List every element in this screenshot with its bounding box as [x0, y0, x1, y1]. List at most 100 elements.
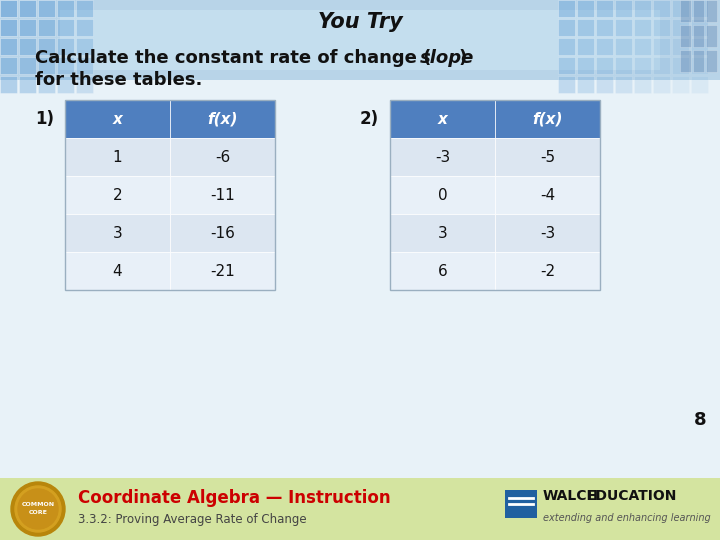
Bar — [634, 38, 651, 55]
Bar — [390, 252, 495, 290]
Text: -2: -2 — [540, 264, 555, 279]
Text: 2): 2) — [360, 110, 379, 128]
Bar — [672, 76, 689, 93]
Bar — [596, 57, 613, 74]
Bar — [691, 19, 708, 36]
Bar — [65, 138, 170, 176]
Text: 0: 0 — [438, 187, 447, 202]
Text: 1): 1) — [35, 110, 54, 128]
Bar — [170, 252, 275, 290]
Text: EDUCATION: EDUCATION — [587, 489, 678, 503]
Bar — [693, 0, 704, 22]
Bar — [577, 57, 594, 74]
Bar — [495, 214, 600, 252]
Bar — [0, 478, 720, 540]
Bar — [680, 50, 691, 72]
Bar — [170, 214, 275, 252]
Bar — [76, 76, 93, 93]
Text: Coordinate Algebra — Instruction: Coordinate Algebra — Instruction — [78, 489, 391, 507]
Bar — [390, 100, 600, 290]
Text: 8: 8 — [693, 411, 706, 429]
Bar — [65, 100, 275, 290]
Text: 2: 2 — [113, 187, 122, 202]
Bar — [693, 25, 704, 47]
Bar — [76, 57, 93, 74]
Bar — [170, 138, 275, 176]
Bar — [38, 38, 55, 55]
Circle shape — [15, 486, 61, 532]
Bar — [653, 19, 670, 36]
Bar — [57, 76, 74, 93]
Bar — [706, 0, 717, 22]
Bar — [558, 38, 575, 55]
Bar — [65, 252, 170, 290]
Bar — [170, 176, 275, 214]
Bar — [706, 25, 717, 47]
Text: WALCH: WALCH — [543, 489, 599, 503]
Bar — [390, 214, 495, 252]
Bar — [65, 214, 170, 252]
Text: -3: -3 — [540, 226, 555, 240]
Bar — [615, 38, 632, 55]
Bar — [38, 57, 55, 74]
Text: -3: -3 — [435, 150, 450, 165]
Bar — [76, 38, 93, 55]
Bar — [691, 38, 708, 55]
Bar — [390, 138, 495, 176]
Bar — [0, 0, 17, 17]
Bar — [577, 76, 594, 93]
Bar — [38, 76, 55, 93]
Bar — [558, 57, 575, 74]
Bar — [680, 0, 691, 22]
Bar — [390, 100, 495, 138]
Bar — [558, 19, 575, 36]
Text: 6: 6 — [438, 264, 447, 279]
Bar — [577, 38, 594, 55]
Text: x: x — [438, 111, 447, 126]
Text: -16: -16 — [210, 226, 235, 240]
Bar — [57, 0, 74, 17]
Bar — [672, 19, 689, 36]
Bar — [577, 0, 594, 17]
Bar — [19, 57, 36, 74]
Bar — [0, 19, 17, 36]
Bar — [558, 0, 575, 17]
Bar — [65, 176, 170, 214]
Bar — [57, 57, 74, 74]
Bar — [634, 76, 651, 93]
Text: 3: 3 — [112, 226, 122, 240]
Bar — [693, 50, 704, 72]
Circle shape — [11, 482, 65, 536]
Bar — [653, 76, 670, 93]
Bar — [390, 176, 495, 214]
Bar — [615, 0, 632, 17]
Bar — [634, 57, 651, 74]
Bar — [505, 490, 537, 518]
Bar — [615, 57, 632, 74]
Bar — [495, 100, 600, 138]
Bar — [615, 76, 632, 93]
Bar — [577, 19, 594, 36]
Bar — [672, 57, 689, 74]
Text: 1: 1 — [113, 150, 122, 165]
Text: ): ) — [458, 49, 467, 67]
Bar — [691, 0, 708, 17]
Circle shape — [18, 489, 58, 529]
Bar — [19, 76, 36, 93]
Bar — [615, 19, 632, 36]
Text: 4: 4 — [113, 264, 122, 279]
Bar — [65, 100, 170, 138]
Bar — [495, 176, 600, 214]
Text: f(x): f(x) — [207, 111, 238, 126]
Bar — [0, 80, 720, 490]
Text: CORE: CORE — [29, 510, 48, 515]
Text: f(x): f(x) — [532, 111, 563, 126]
Text: for these tables.: for these tables. — [35, 71, 202, 89]
Text: -4: -4 — [540, 187, 555, 202]
Bar — [634, 0, 651, 17]
Text: -6: -6 — [215, 150, 230, 165]
Bar — [19, 38, 36, 55]
Bar — [634, 19, 651, 36]
Bar — [653, 38, 670, 55]
Text: -21: -21 — [210, 264, 235, 279]
